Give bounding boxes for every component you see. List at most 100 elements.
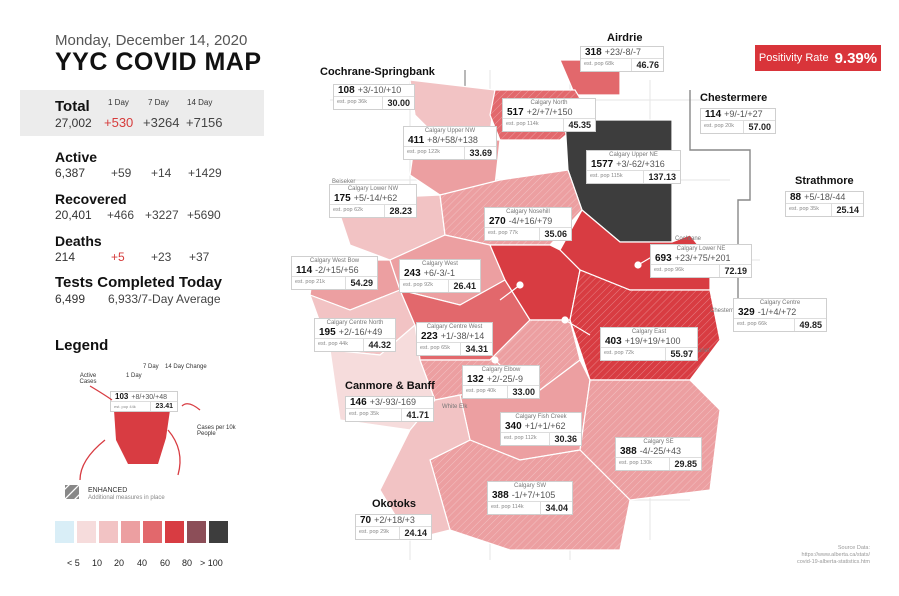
total-14day: +7156	[186, 115, 223, 130]
card-pop: est. pop 96k	[654, 267, 684, 273]
total-value: 27,002	[55, 116, 92, 130]
card-change: +2/-25/-9	[486, 374, 523, 384]
card-active: 243	[404, 268, 421, 279]
card-calgary-fish-creek: Calgary Fish Creek 340 +1/+1/+62 est. pop…	[500, 412, 582, 446]
label-beiseker: Beiseker	[332, 179, 355, 185]
card-change: +1/-38/+14	[440, 331, 485, 341]
card-name: Calgary Nosehill	[506, 209, 550, 215]
card-name: Calgary Upper NW	[424, 128, 476, 134]
deaths-value: 214	[55, 250, 76, 264]
scale-label: 40	[137, 558, 148, 568]
card-change: +1/+1/+62	[524, 421, 566, 431]
card-calgary-se: Calgary SE 388 -4/-25/+43 est. pop 130k 29…	[615, 437, 702, 471]
enhanced-hatch-icon	[65, 485, 79, 499]
total-label: Total	[55, 98, 90, 115]
card-rate: 41.71	[401, 409, 433, 421]
card-calgary-north: Calgary North 517 +2/+7/+150 est. pop 114…	[502, 98, 596, 132]
card-change: +2/+18/+3	[374, 515, 415, 525]
card-change: +23/+75/+201	[674, 253, 731, 263]
card-change: +5/-14/+62	[353, 193, 398, 203]
card-rate: 35.06	[539, 228, 571, 240]
total-7day: +3264	[143, 115, 180, 130]
legend-shape-icon	[114, 410, 170, 464]
card-calgary-upper-nw: Calgary Upper NW 411 +8/+58/+138 est. pop…	[403, 126, 497, 160]
scale-label: 80	[182, 558, 193, 568]
card-change: -1/+7/+105	[511, 490, 556, 500]
card-calgary-elbow: Calgary Elbow 132 +2/-25/-9 est. pop 40k 3…	[462, 365, 540, 399]
card-pop: est. pop 20k	[704, 123, 734, 129]
card-name: Calgary Centre North	[326, 320, 384, 326]
label-white-elk: White Elk	[442, 404, 468, 410]
card-active: 114	[705, 109, 722, 120]
chestermere-heading: Chestermere	[700, 92, 768, 104]
active-1day: +59	[111, 166, 132, 180]
card-name: Calgary West	[422, 261, 458, 267]
scale-label: 10	[92, 558, 103, 568]
source-label: Source Data:	[837, 545, 870, 551]
card-active: 693	[655, 253, 672, 264]
card-rate: 28.23	[384, 205, 416, 217]
card-pop: est. pop 65k	[420, 345, 450, 351]
card-pop: est. pop 77k	[488, 230, 518, 236]
card-name: Calgary Centre	[759, 300, 801, 306]
legend-per10k-label: Cases per 10k People	[197, 425, 236, 437]
total-panel	[20, 90, 264, 136]
card-active: 223	[421, 331, 438, 342]
card-cochrane: 108 +3/-10/+10 est. pop 36k 30.00	[333, 84, 415, 110]
card-calgary-centre-north: Calgary Centre North 195 +2/-16/+49 est. …	[314, 318, 396, 352]
card-calgary-centre-west: Calgary Centre West 223 +1/-38/+14 est. p…	[416, 322, 493, 356]
scale-box	[187, 521, 206, 543]
card-name: Calgary Upper NE	[609, 152, 658, 158]
source-note: Source Data: https://www.alberta.ca/stat…	[770, 545, 870, 566]
okotoks-heading: Okotoks	[372, 498, 417, 510]
card-change: -4/+16/+79	[508, 216, 553, 226]
card-pop: est. pop 112k	[504, 435, 537, 441]
card-rate: 46.76	[631, 59, 663, 71]
active-label: Active	[55, 149, 98, 165]
card-pop: est. pop 21k	[295, 279, 325, 285]
card-change: -4/-25/+43	[639, 446, 681, 456]
scale-box	[77, 521, 96, 543]
card-canmore: 146 +3/-93/-169 est. pop 35k 41.71	[345, 396, 434, 422]
card-rate: 33.00	[507, 386, 539, 398]
source-link-1[interactable]: https://www.alberta.ca/stats/	[801, 552, 870, 558]
col-1day: 1 Day	[108, 98, 129, 107]
tests-average: 6,933/7-Day Average	[108, 292, 221, 306]
legend-active-cases-label: Active Cases	[79, 373, 97, 385]
label-chestermere-town: Chestermere	[710, 308, 745, 314]
card-rate: 30.00	[382, 97, 414, 109]
positivity-value: 9.39%	[834, 49, 878, 67]
card-rate: 72.19	[719, 265, 751, 277]
recovered-value: 20,401	[55, 208, 92, 222]
card-name: Calgary Fish Creek	[515, 414, 567, 420]
card-pop: est. pop 92k	[403, 282, 433, 288]
card-rate: 29.85	[669, 458, 701, 470]
legend-example-active: 103	[115, 392, 129, 401]
card-active: 329	[738, 307, 755, 318]
card-active: 195	[319, 327, 336, 338]
card-calgary-west-bow: Calgary West Bow 114 -2/+15/+56 est. pop …	[291, 256, 378, 290]
card-change: +23/-8/-7	[604, 47, 641, 57]
card-change: -2/+15/+56	[315, 265, 359, 275]
legend-example-rate: 23.41	[150, 402, 177, 411]
card-pop: est. pop 35k	[349, 411, 379, 417]
card-active: 388	[620, 446, 637, 457]
active-7day: +14	[151, 166, 172, 180]
scale-box	[121, 521, 140, 543]
scale-box	[165, 521, 184, 543]
page-title: YYC COVID MAP	[55, 48, 262, 76]
scale-box	[55, 521, 74, 543]
card-calgary-east: Calgary East 403 +19/+19/+100 est. pop 72…	[600, 327, 698, 361]
recovered-1day: +466	[107, 208, 135, 222]
card-pop: est. pop 44k	[318, 341, 348, 347]
card-change: +19/+19/+100	[624, 336, 681, 346]
source-link-2[interactable]: covid-19-alberta-statistics.htm	[796, 559, 870, 565]
scale-label: 20	[114, 558, 125, 568]
card-rate: 24.14	[399, 527, 431, 539]
card-active: 388	[492, 490, 509, 501]
cochrane-heading: Cochrane-Springbank	[320, 66, 435, 78]
positivity-label: Positivity Rate	[758, 52, 829, 64]
card-active: 340	[505, 421, 522, 432]
card-calgary-lower-ne: Calgary Lower NE 693 +23/+75/+201 est. po…	[650, 244, 752, 278]
card-name: Calgary SW	[513, 483, 546, 489]
